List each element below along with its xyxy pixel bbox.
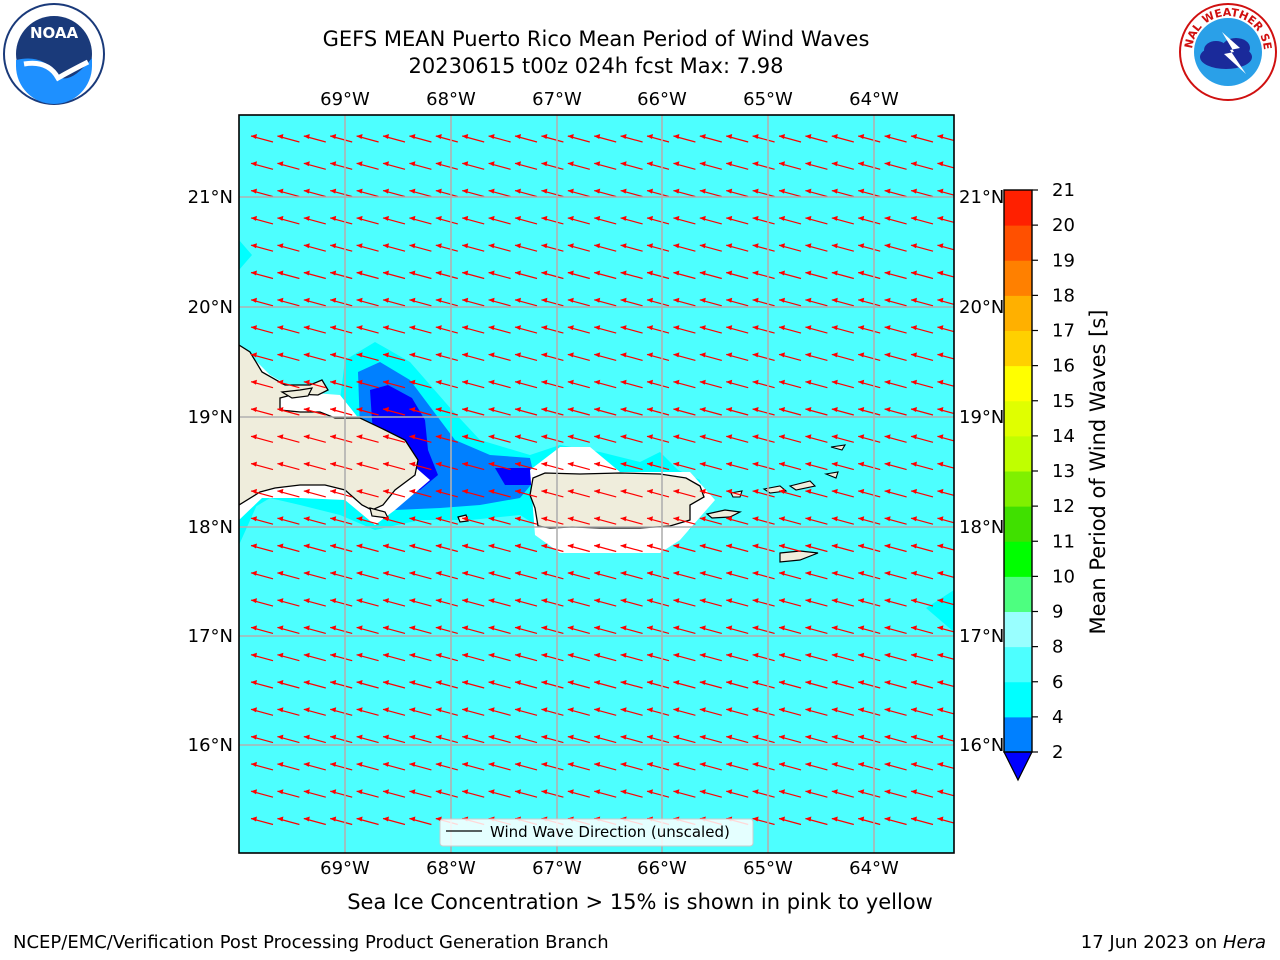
lon-label-bottom: 65°W	[743, 858, 793, 879]
colorbar-segment	[1004, 716, 1032, 753]
colorbar-segment	[1004, 611, 1032, 648]
footer-branch: NCEP/EMC/Verification Post Processing Pr…	[13, 932, 609, 953]
colorbar-segment	[1004, 260, 1032, 296]
st-croix-island	[779, 550, 819, 563]
lat-label-left: 17°N	[188, 626, 233, 647]
colorbar-tick-label: 8	[1052, 637, 1063, 658]
footer-date-text: 17 Jun 2023 on	[1080, 932, 1223, 953]
map-gridlines	[239, 115, 954, 853]
colorbar-tick-label: 18	[1052, 285, 1075, 306]
lat-label-right: 21°N	[959, 187, 1004, 208]
colorbar-segment	[1004, 330, 1032, 367]
map-title: GEFS MEAN Puerto Rico Mean Period of Win…	[322, 27, 870, 51]
lat-label-right: 19°N	[959, 407, 1004, 428]
noaa-logo-icon: NOAA	[3, 3, 105, 105]
colorbar-tick-label: 16	[1052, 356, 1075, 377]
lon-label-top: 66°W	[637, 89, 687, 110]
svg-text:Wind Wave Direction (unscaled): Wind Wave Direction (unscaled)	[490, 823, 730, 841]
colorbar: 2 4 6 8 9 10 11 12 13 14 15 16 17 18 19 20 21	[1003, 180, 1075, 782]
colorbar-segment	[1004, 576, 1032, 612]
longitude-labels-bottom: 69°W 68°W 67°W 66°W 65°W 64°W	[320, 858, 899, 879]
colorbar-tick-label: 15	[1052, 391, 1075, 412]
colorbar-segment	[1004, 506, 1032, 542]
lon-label-bottom: 69°W	[320, 858, 370, 879]
colorbar-tick-label: 11	[1052, 531, 1075, 552]
lon-label-bottom: 64°W	[849, 858, 899, 879]
low-period-core-east	[495, 468, 535, 485]
footer-date: 17 Jun 2023 on Hera	[1081, 932, 1266, 953]
colorbar-segment	[1004, 646, 1032, 683]
lat-label-right: 17°N	[959, 626, 1004, 647]
virgin-gorda-island	[823, 471, 839, 479]
colorbar-segment	[1004, 541, 1032, 577]
colorbar-tick-label: 19	[1052, 250, 1075, 271]
longitude-labels-top: 69°W 68°W 67°W 66°W 65°W 64°W	[320, 89, 899, 110]
svg-text:NOAA: NOAA	[30, 24, 79, 42]
anegada-island	[830, 444, 847, 451]
lon-label-top: 64°W	[849, 89, 899, 110]
colorbar-segment	[1004, 225, 1032, 261]
nws-logo-icon: NATIONAL WEATHER SERVICE	[1178, 2, 1277, 101]
lon-label-top: 67°W	[532, 89, 582, 110]
map-frame	[238, 114, 955, 854]
wind-direction-legend: Wind Wave Direction (unscaled)	[439, 818, 754, 847]
colorbar-tick-label: 12	[1052, 496, 1075, 517]
lat-label-left: 21°N	[188, 187, 233, 208]
colorbar-segment	[1004, 400, 1032, 437]
lon-label-top: 68°W	[426, 89, 476, 110]
colorbar-segment	[1004, 435, 1032, 472]
colorbar-tick-label: 20	[1052, 215, 1075, 236]
caption-sea-ice: Sea Ice Concentration > 15% is shown in …	[347, 890, 933, 914]
latitude-labels-right: 21°N 20°N 19°N 18°N 17°N 16°N	[959, 187, 1004, 756]
vieques-island	[705, 509, 743, 519]
lat-label-left: 19°N	[188, 407, 233, 428]
colorbar-segment	[1004, 471, 1032, 507]
map-subtitle: 20230615 t00z 024h fcst Max: 7.98	[408, 54, 784, 78]
colorbar-underflow-triangle	[1003, 751, 1033, 782]
colorbar-tick-label: 17	[1052, 321, 1075, 342]
lat-label-left: 18°N	[188, 517, 233, 538]
colorbar-segment	[1004, 365, 1032, 402]
lat-label-right: 20°N	[959, 297, 1004, 318]
lat-label-right: 16°N	[959, 735, 1004, 756]
shallow-patch-west	[239, 240, 252, 270]
lon-label-top: 69°W	[320, 89, 370, 110]
lat-label-left: 20°N	[188, 297, 233, 318]
colorbar-segment	[1004, 190, 1032, 226]
tortuga-island	[280, 387, 314, 399]
colorbar-tick-label: 2	[1052, 742, 1063, 763]
colorbar-tick-label: 14	[1052, 426, 1075, 447]
lat-label-left: 16°N	[188, 735, 233, 756]
colorbar-tick-label: 6	[1052, 672, 1063, 693]
lon-label-top: 65°W	[743, 89, 793, 110]
shallow-patch-east	[926, 590, 954, 632]
puerto-rico-land	[529, 472, 705, 529]
colorbar-tick-label: 21	[1052, 180, 1075, 201]
lon-label-bottom: 67°W	[532, 858, 582, 879]
colorbar-tick-label: 13	[1052, 461, 1075, 482]
lon-label-bottom: 66°W	[637, 858, 687, 879]
colorbar-tick-label: 9	[1052, 602, 1063, 623]
footer-machine: Hera	[1222, 932, 1266, 953]
tortola-island	[788, 480, 817, 491]
latitude-labels-left: 21°N 20°N 19°N 18°N 17°N 16°N	[188, 187, 233, 756]
colorbar-segment	[1004, 295, 1032, 331]
colorbar-segment	[1004, 681, 1032, 718]
colorbar-label: Mean Period of Wind Waves [s]	[1086, 310, 1110, 635]
lat-label-right: 18°N	[959, 517, 1004, 538]
colorbar-tick-label: 10	[1052, 566, 1075, 587]
lon-label-bottom: 68°W	[426, 858, 476, 879]
colorbar-tick-label: 4	[1052, 707, 1063, 728]
